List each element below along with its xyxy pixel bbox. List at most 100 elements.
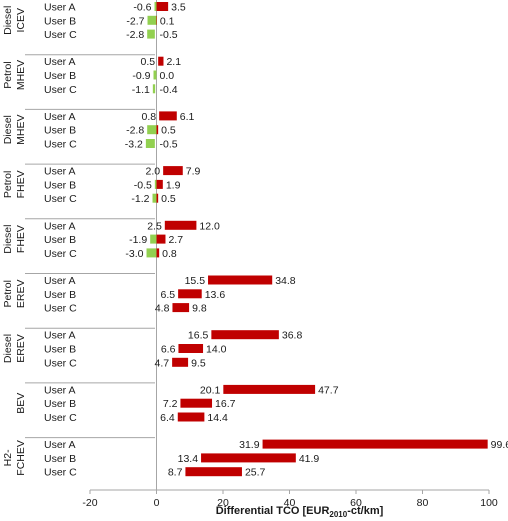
data-label-high: 25.7	[245, 467, 266, 479]
x-tick-label: 20	[217, 497, 229, 509]
vehicle-group-label: DieselMHEV	[2, 115, 27, 145]
data-label-low: -0.9	[132, 70, 150, 82]
data-label-high: 9.8	[192, 303, 207, 315]
vehicle-group-line1: Diesel	[2, 6, 14, 35]
data-label-low: 4.8	[155, 303, 170, 315]
bar-positive-segment	[201, 453, 296, 463]
data-label-high: 7.9	[186, 166, 201, 178]
bar-negative-segment	[147, 29, 155, 39]
data-label-low: 6.6	[161, 344, 176, 356]
bar-positive-segment	[156, 193, 159, 203]
bar-positive-segment	[177, 412, 205, 422]
user-label: User A	[44, 384, 76, 396]
bar-positive-segment	[185, 467, 242, 477]
data-label-high: 14.0	[206, 344, 227, 356]
vehicle-group-label: PetrolFHEV	[2, 170, 27, 198]
bar-positive-segment	[211, 330, 279, 340]
x-tick-label: 80	[417, 497, 429, 509]
bar-positive-segment	[156, 234, 166, 244]
data-label-low: -1.2	[131, 193, 149, 205]
data-label-low: -1.1	[132, 84, 150, 96]
user-label: User C	[44, 412, 77, 424]
data-label-low: 8.7	[168, 467, 183, 479]
data-label-low: 16.5	[188, 330, 209, 342]
bar-positive-segment	[172, 303, 190, 313]
user-label: User B	[44, 234, 76, 246]
user-label: User B	[44, 344, 76, 356]
bar-negative-segment	[147, 125, 157, 135]
bar-positive-segment	[208, 275, 273, 285]
bar-positive-segment	[156, 2, 169, 11]
bar-negative-segment	[152, 193, 157, 203]
data-label-high: 34.8	[275, 275, 296, 287]
vehicle-group-label: H2-FCHEV	[2, 440, 27, 476]
vehicle-group-line2: FHEV	[15, 225, 27, 253]
bar-negative-segment	[145, 139, 155, 148]
vehicle-group-line1: Diesel	[2, 115, 14, 144]
vehicle-group-line2: EREV	[15, 280, 27, 309]
data-label-high: 14.4	[207, 412, 228, 424]
data-label-low: 7.2	[163, 398, 178, 410]
bar-positive-segment	[156, 15, 157, 25]
bar-positive-segment	[262, 439, 488, 449]
vehicle-group-line1: Petrol	[2, 171, 14, 198]
data-label-low: -0.5	[134, 179, 152, 191]
bar-positive-segment	[156, 179, 163, 189]
bar-positive-segment	[223, 384, 316, 394]
data-label-low: 0.8	[142, 111, 157, 123]
data-label-high: 12.0	[199, 220, 220, 232]
vehicle-group-line2: FHEV	[15, 170, 27, 198]
bar-negative-segment	[154, 179, 157, 189]
bar-negative-segment	[154, 2, 157, 11]
data-label-low: 4.7	[155, 357, 170, 369]
x-axis-title-main: Differential TCO [EUR	[216, 505, 330, 517]
data-label-low: -1.9	[129, 234, 147, 246]
user-label: User B	[44, 179, 76, 191]
user-label: User C	[44, 467, 77, 479]
data-label-high: 0.8	[162, 248, 177, 260]
vehicle-group-label: PetrolMHEV	[2, 60, 27, 90]
data-label-high: 1.9	[166, 179, 181, 191]
data-label-high: -0.5	[160, 139, 178, 151]
user-label: User A	[44, 330, 76, 342]
vehicle-group-line1: Diesel	[2, 225, 14, 254]
vehicle-group-line2: MHEV	[15, 60, 27, 90]
data-label-low: 2.5	[147, 220, 162, 232]
data-label-high: 16.7	[215, 398, 236, 410]
vehicle-group-label: DieselICEV	[2, 6, 27, 35]
data-label-high: 6.1	[180, 111, 195, 123]
x-tick-label: 100	[480, 497, 498, 509]
bar-negative-segment	[153, 70, 157, 80]
data-label-low: -2.7	[126, 15, 144, 27]
data-label-low: 6.5	[161, 289, 176, 301]
vehicle-group-label: BEV	[15, 393, 27, 414]
data-label-high: 0.5	[161, 193, 176, 205]
bar-positive-segment	[178, 289, 202, 299]
x-tick-label: -20	[82, 497, 97, 509]
vehicle-group-label: DieselFHEV	[2, 225, 27, 254]
bar-negative-segment	[152, 84, 156, 94]
bar-positive-segment	[164, 220, 197, 230]
bar-positive-segment	[156, 125, 159, 135]
vehicle-group-line2: MHEV	[15, 115, 27, 145]
vehicle-group-line2: FCHEV	[15, 440, 27, 476]
vehicle-group-label: PetrolEREV	[2, 280, 27, 309]
data-label-low: -2.8	[126, 125, 144, 137]
vehicle-group-line2: EREV	[15, 334, 27, 363]
data-label-low: 13.4	[178, 453, 199, 465]
x-axis-title-tail: -ct/km]	[347, 505, 383, 517]
vehicle-group-line1: H2-	[2, 449, 14, 466]
user-label: User A	[44, 111, 76, 123]
user-label: User C	[44, 248, 77, 260]
user-label: User C	[44, 303, 77, 315]
user-label: User A	[44, 2, 76, 14]
user-label: User C	[44, 84, 77, 96]
data-label-high: -0.4	[160, 84, 178, 96]
bar-positive-segment	[172, 357, 189, 367]
data-label-high: -0.5	[160, 29, 178, 41]
x-axis-title-subscript: 2010	[329, 510, 347, 519]
vehicle-group-label: DieselEREV	[2, 334, 27, 363]
vehicle-group-line1: Diesel	[2, 334, 14, 363]
